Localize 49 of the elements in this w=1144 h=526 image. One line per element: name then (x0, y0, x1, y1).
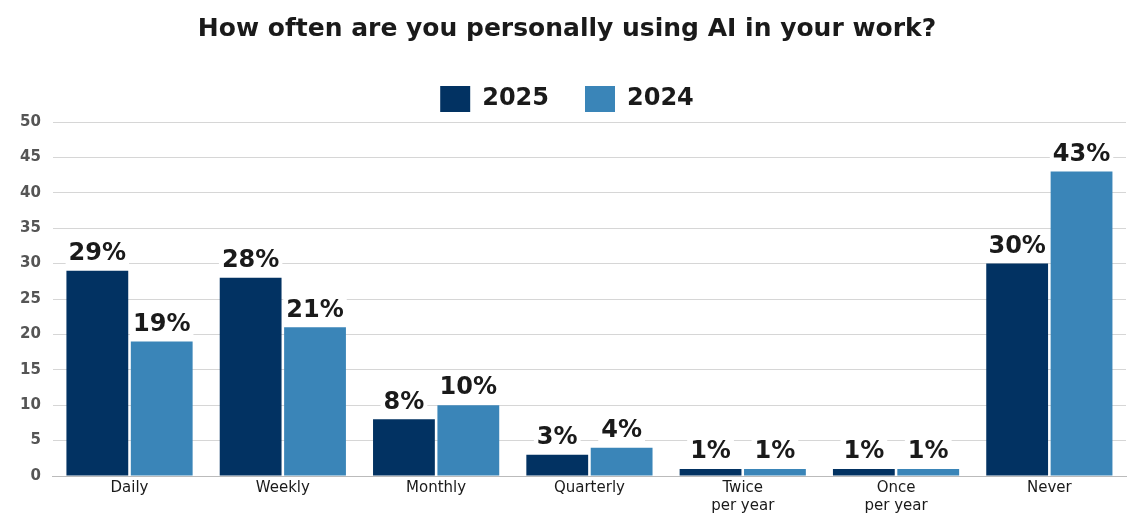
bar (1050, 171, 1113, 476)
x-tick-label: Weekly (255, 477, 311, 496)
data-label: 28% (221, 244, 280, 273)
data-label: 1% (907, 436, 949, 465)
bar (526, 454, 589, 476)
data-label: 30% (988, 230, 1046, 259)
bar (590, 447, 653, 476)
bar (130, 341, 193, 476)
bar (986, 263, 1049, 476)
y-tick-label: 45 (20, 147, 41, 166)
x-tick-label: Daily (110, 477, 149, 496)
y-tick-label: 0 (30, 465, 41, 484)
x-tick-label: Twice per year (711, 477, 776, 514)
y-tick-label: 25 (20, 288, 41, 307)
data-label: 1% (843, 436, 885, 465)
data-label: 1% (754, 436, 796, 465)
x-tick-label: Never (1026, 477, 1073, 496)
bar (679, 468, 742, 476)
bar (437, 405, 500, 476)
legend-label: 2025 (482, 83, 549, 112)
data-label: 8% (383, 386, 425, 415)
bar (897, 468, 960, 476)
bar (832, 468, 895, 476)
data-label: 19% (132, 308, 191, 337)
legend-label: 2024 (627, 83, 694, 112)
data-label: 1% (690, 436, 731, 465)
data-label: 43% (1052, 138, 1111, 167)
y-tick-label: 30 (20, 253, 41, 272)
y-tick-label: 35 (20, 218, 41, 237)
bar (284, 327, 346, 476)
data-label: 3% (536, 421, 578, 450)
bar (66, 270, 129, 476)
data-label: 29% (68, 237, 127, 266)
bar (219, 277, 282, 476)
bar (744, 468, 806, 476)
y-tick-label: 40 (20, 182, 41, 201)
chart-title: How often are you personally using AI in your work? (197, 12, 937, 42)
data-label: 10% (439, 372, 498, 401)
data-label: 4% (601, 414, 643, 443)
y-tick-label: 15 (20, 359, 41, 378)
x-tick-label: Once per year (864, 477, 929, 514)
x-tick-label: Quarterly (553, 477, 626, 496)
y-tick-label: 50 (20, 111, 41, 130)
y-tick-label: 5 (30, 430, 41, 449)
y-tick-label: 10 (20, 395, 41, 414)
bar (373, 419, 435, 476)
data-label: 21% (286, 294, 344, 323)
x-tick-label: Monthly (406, 477, 467, 496)
y-tick-label: 20 (20, 324, 41, 343)
